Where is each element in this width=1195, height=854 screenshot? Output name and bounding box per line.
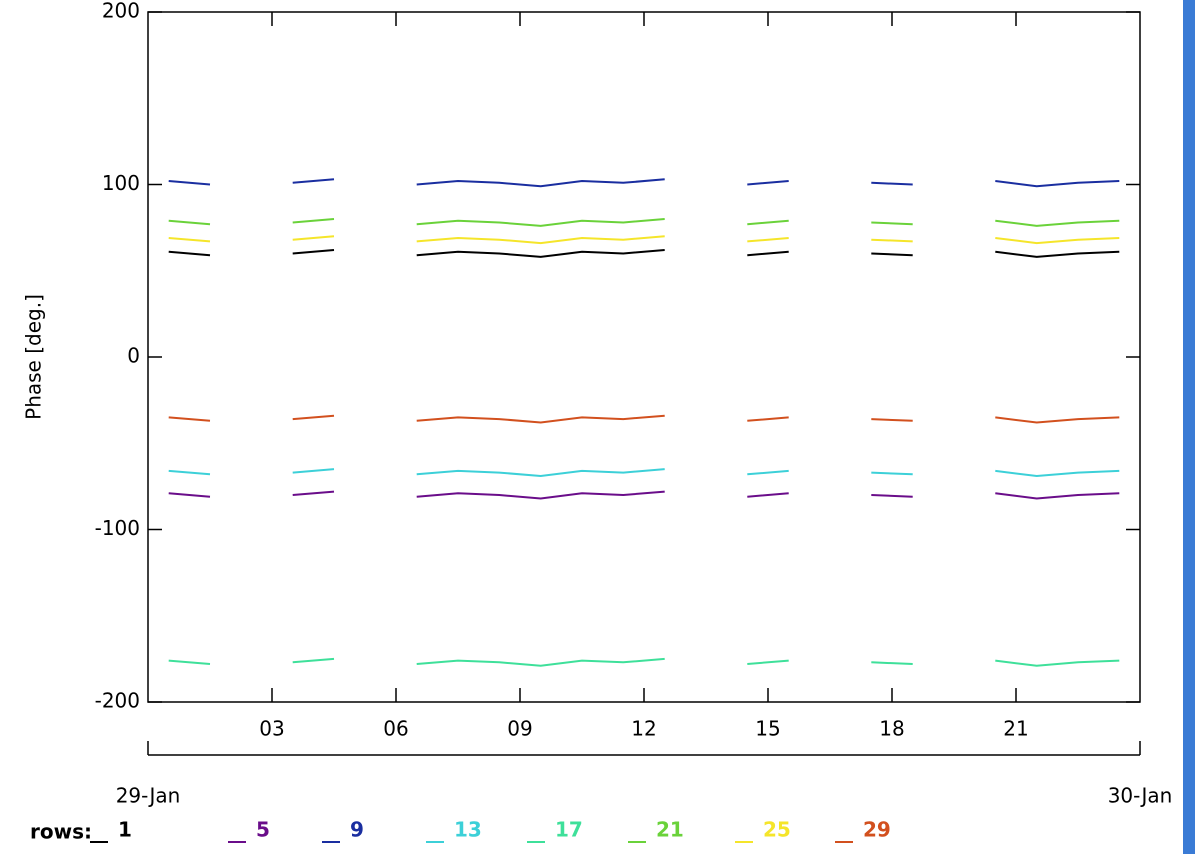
series-line xyxy=(168,218,1120,227)
x-tick-label: 21 xyxy=(1003,717,1028,741)
x-tick-label: 18 xyxy=(879,717,904,741)
series-line xyxy=(168,235,1120,245)
x-tick-label: 09 xyxy=(507,717,532,741)
legend-title: rows: xyxy=(30,820,92,844)
series-line xyxy=(168,414,1120,424)
legend-label: 9 xyxy=(350,818,364,842)
y-axis-label: Phase [deg.] xyxy=(22,294,46,420)
series-line xyxy=(168,657,1120,667)
y-tick-label: 200 xyxy=(102,0,140,23)
legend-label: 25 xyxy=(763,818,791,842)
legend-label: 5 xyxy=(256,818,270,842)
x-tick-label: 03 xyxy=(259,717,284,741)
date-label: 30-Jan xyxy=(1108,784,1173,808)
x-tick-label: 06 xyxy=(383,717,408,741)
legend-label: 29 xyxy=(863,818,891,842)
legend-label: 13 xyxy=(454,818,482,842)
series-line xyxy=(168,249,1120,258)
y-tick-label: 0 xyxy=(127,344,140,368)
y-tick-label: -100 xyxy=(95,516,140,540)
series-line xyxy=(168,178,1120,188)
legend-label: 1 xyxy=(118,818,132,842)
series-line xyxy=(168,468,1120,478)
legend-label: 17 xyxy=(555,818,583,842)
date-label: 29-Jan xyxy=(116,784,181,808)
plot-frame xyxy=(147,11,1141,703)
series-line xyxy=(168,490,1120,500)
legend-label: 21 xyxy=(656,818,684,842)
y-tick-label: -200 xyxy=(95,689,140,713)
x-tick-label: 15 xyxy=(755,717,780,741)
x-tick-label: 12 xyxy=(631,717,656,741)
y-tick-label: 100 xyxy=(102,171,140,195)
window-border xyxy=(1183,0,1195,854)
